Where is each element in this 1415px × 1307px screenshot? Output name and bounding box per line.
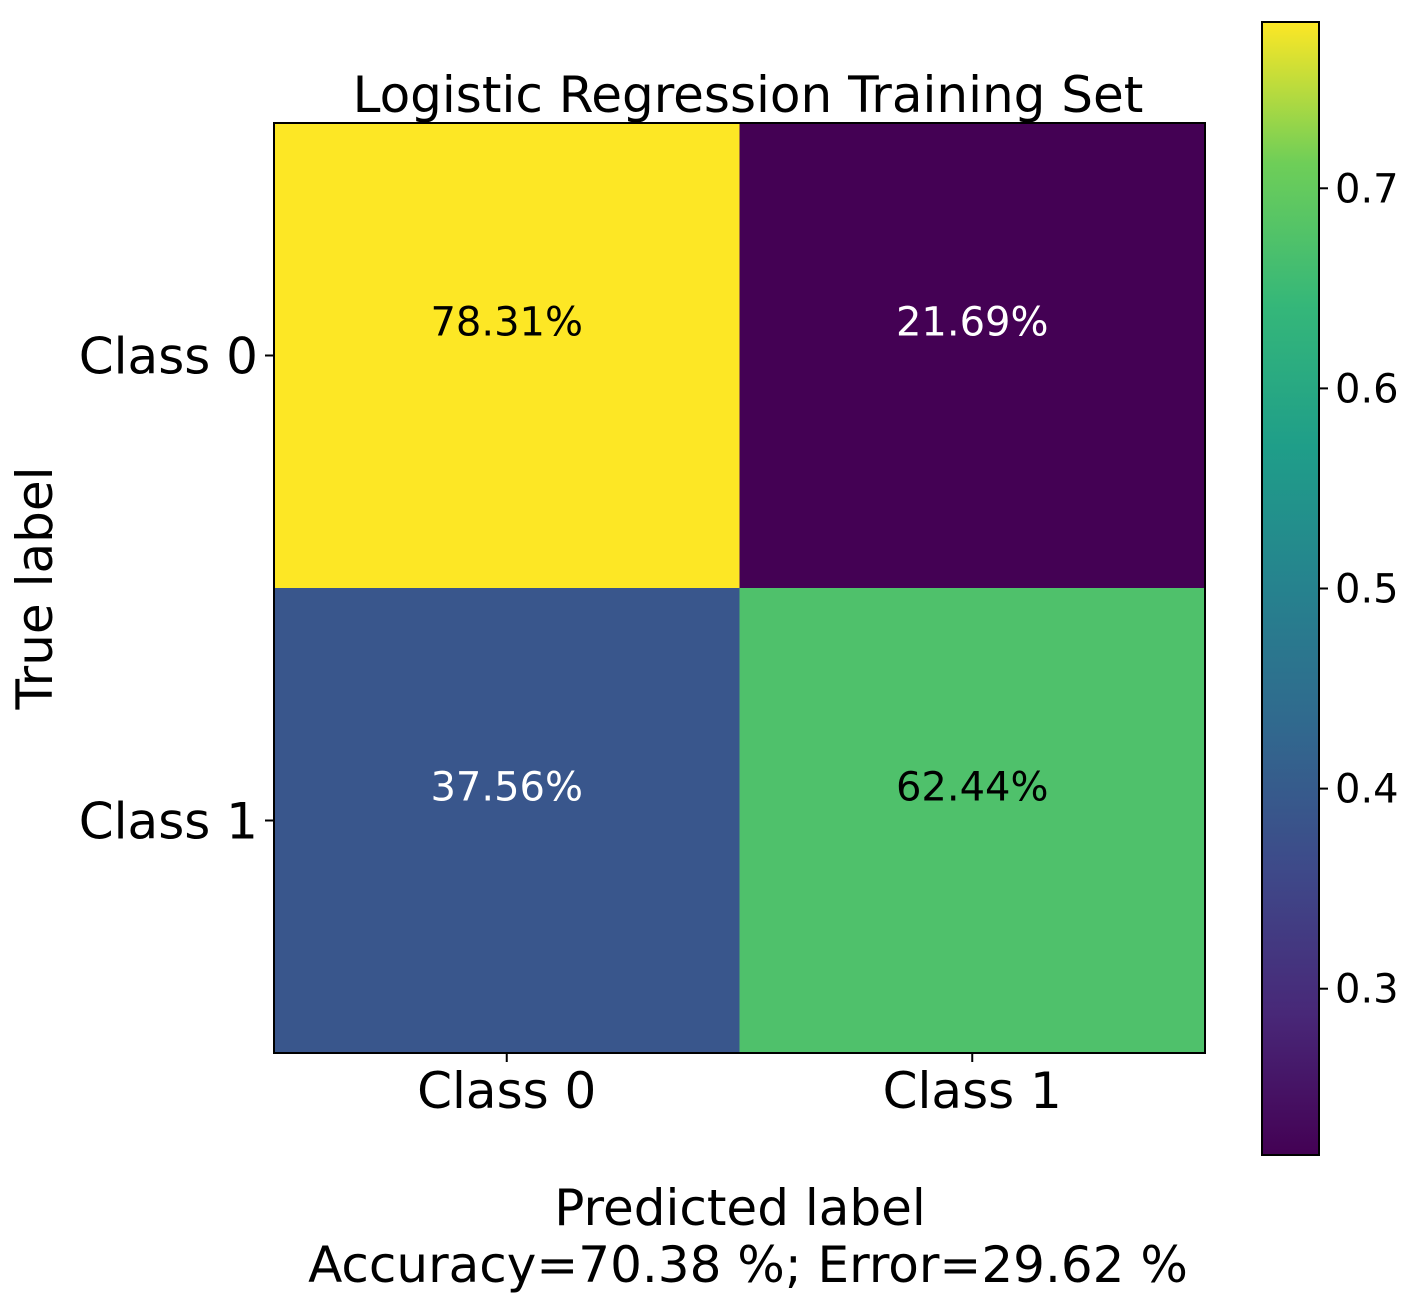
colorbar-tick-label: 0.5 — [1335, 567, 1399, 613]
x-axis-note: Accuracy=70.38 %; Error=29.62 % — [308, 1236, 1188, 1294]
colorbar — [1261, 21, 1320, 1156]
colorbar-tick-label: 0.6 — [1335, 366, 1399, 412]
colorbar-tick-label: 0.4 — [1335, 767, 1399, 813]
cell-value-label: 62.44% — [896, 765, 1049, 811]
heatmap-cell — [274, 588, 740, 1053]
cell-value-label: 78.31% — [430, 300, 583, 346]
x-tick-label: Class 0 — [417, 1062, 596, 1120]
x-axis-ticks: Class 0 Class 1 — [417, 1053, 1062, 1120]
y-tick-label: Class 0 — [79, 328, 258, 386]
colorbar-tick-label: 0.7 — [1335, 166, 1399, 212]
x-tick-label: Class 1 — [883, 1062, 1062, 1120]
cell-value-label: 21.69% — [896, 300, 1049, 346]
colorbar-ticks: 0.3 0.4 0.5 0.6 0.7 — [1319, 166, 1399, 1013]
colorbar-tick-label: 0.3 — [1335, 967, 1399, 1013]
y-axis-ticks: Class 0 Class 1 — [79, 328, 274, 851]
plot-frame — [273, 122, 1206, 1054]
heatmap-cells — [274, 123, 1205, 1053]
y-tick-label: Class 1 — [79, 793, 258, 851]
x-axis-label: Predicted label — [554, 1179, 926, 1237]
heatmap-cell — [274, 123, 740, 588]
cell-value-label: 37.56% — [430, 765, 583, 811]
heatmap-cell — [739, 588, 1205, 1053]
chart-title: Logistic Regression Training Set — [353, 66, 1144, 124]
heatmap-cell — [739, 123, 1205, 588]
y-axis-label: True label — [6, 466, 64, 710]
heatmap-cell-labels: 78.31% 21.69% 37.56% 62.44% — [430, 300, 1048, 811]
